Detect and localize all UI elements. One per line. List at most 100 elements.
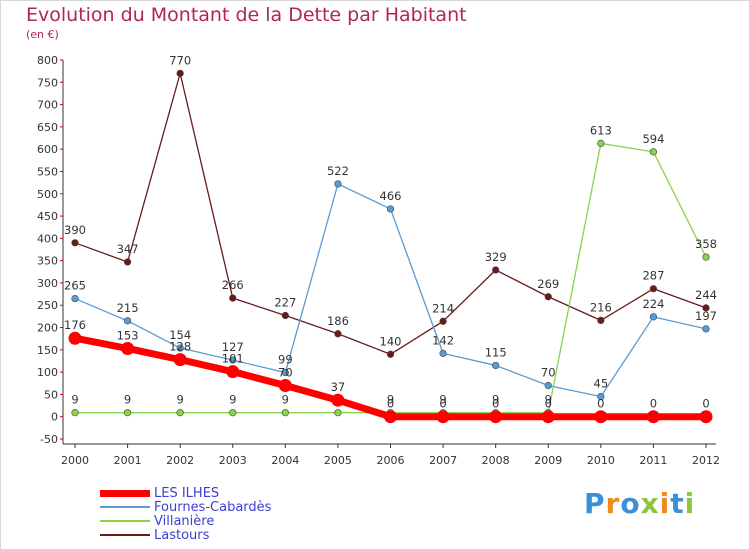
legend-swatch xyxy=(100,506,150,508)
data-label: 216 xyxy=(590,300,612,314)
data-point xyxy=(702,325,710,333)
data-label: 9 xyxy=(439,393,446,407)
data-point xyxy=(649,148,658,156)
data-label: 266 xyxy=(222,278,244,292)
legend-item: Lastours xyxy=(100,527,210,543)
data-point xyxy=(123,317,132,325)
data-label: 613 xyxy=(590,123,612,137)
data-point xyxy=(702,304,710,312)
data-point xyxy=(226,365,240,379)
data-point xyxy=(281,311,289,320)
series-line-1 xyxy=(74,183,707,398)
data-label: 140 xyxy=(380,334,402,348)
data-point xyxy=(229,409,237,417)
data-point xyxy=(439,317,447,325)
y-tick-label: 350 xyxy=(37,255,58,268)
chart-subtitle: (en €) xyxy=(26,28,59,41)
data-label: 215 xyxy=(117,301,139,315)
data-point xyxy=(334,180,342,188)
data-point xyxy=(386,205,395,213)
y-tick-label: 400 xyxy=(37,232,58,245)
data-point xyxy=(544,293,552,301)
x-tick-label: 2000 xyxy=(61,454,89,467)
data-label: 0 xyxy=(545,397,552,411)
legend-label: Lastours xyxy=(154,527,210,543)
legend-item: LES ILHES xyxy=(100,485,220,501)
data-point xyxy=(331,393,345,407)
brand-logo: Proxiti xyxy=(584,487,696,520)
data-label: 37 xyxy=(331,380,346,394)
data-point xyxy=(71,409,79,417)
y-tick-label: 750 xyxy=(37,76,58,89)
y-tick-label: 200 xyxy=(37,322,58,335)
data-point xyxy=(597,139,605,147)
data-point xyxy=(541,410,555,424)
data-label: 269 xyxy=(537,277,559,291)
data-label: 9 xyxy=(387,393,394,407)
legend-swatch xyxy=(100,520,150,522)
data-point xyxy=(489,410,503,424)
legend-item: Fournes-Cabardès xyxy=(100,500,271,515)
data-point xyxy=(594,410,608,424)
data-label: 115 xyxy=(485,345,507,359)
data-label: 70 xyxy=(541,365,556,379)
x-tick-label: 2006 xyxy=(377,454,405,467)
data-point xyxy=(229,294,237,302)
data-label: 0 xyxy=(702,397,709,411)
data-label: 70 xyxy=(278,365,293,379)
data-label: 770 xyxy=(169,53,191,67)
data-label: 154 xyxy=(169,328,191,342)
data-label: 153 xyxy=(117,328,139,342)
y-tick-label: 450 xyxy=(37,210,58,223)
y-tick-label: -50 xyxy=(40,433,58,446)
data-point xyxy=(699,410,713,424)
data-point xyxy=(68,331,82,345)
data-point xyxy=(71,294,79,303)
data-label: 142 xyxy=(432,333,454,347)
data-point xyxy=(597,393,605,401)
data-label: 0 xyxy=(650,397,657,411)
data-label: 9 xyxy=(124,393,131,407)
y-tick-label: 800 xyxy=(37,54,58,67)
y-tick-label: 150 xyxy=(37,344,58,357)
data-point xyxy=(71,239,79,247)
data-point xyxy=(597,316,605,324)
y-tick-label: 700 xyxy=(37,99,58,112)
x-tick-label: 2011 xyxy=(639,454,667,467)
data-label: 9 xyxy=(229,393,236,407)
data-point xyxy=(384,410,397,424)
data-label: 347 xyxy=(117,242,139,256)
x-tick-label: 2005 xyxy=(324,454,352,467)
data-point xyxy=(492,266,500,274)
data-label: 224 xyxy=(642,297,664,311)
data-label: 186 xyxy=(327,314,349,328)
data-label: 265 xyxy=(64,279,86,293)
data-point xyxy=(278,378,292,392)
data-label: 329 xyxy=(485,250,507,264)
legend-swatch xyxy=(100,489,150,497)
data-label: 9 xyxy=(282,393,289,407)
x-tick-label: 2003 xyxy=(219,454,247,467)
x-tick-label: 2012 xyxy=(692,454,720,467)
legend-label: Villanière xyxy=(154,513,215,529)
data-label: 0 xyxy=(439,397,446,411)
legend-label: LES ILHES xyxy=(154,485,220,501)
x-tick-label: 2009 xyxy=(534,454,562,467)
data-point xyxy=(123,409,132,417)
data-label: 9 xyxy=(71,393,78,407)
y-tick-label: 50 xyxy=(44,388,58,401)
data-label: 101 xyxy=(222,352,244,366)
data-label: 358 xyxy=(695,237,717,251)
data-point xyxy=(173,353,187,367)
data-point xyxy=(386,350,395,358)
data-point xyxy=(649,285,658,293)
y-tick-label: 600 xyxy=(37,143,58,156)
x-tick-label: 2002 xyxy=(166,454,194,467)
data-label: 244 xyxy=(695,288,717,302)
data-point xyxy=(176,69,184,77)
chart-title: Evolution du Montant de la Dette par Hab… xyxy=(26,4,467,26)
data-point xyxy=(334,330,342,338)
data-label: 0 xyxy=(492,397,499,411)
